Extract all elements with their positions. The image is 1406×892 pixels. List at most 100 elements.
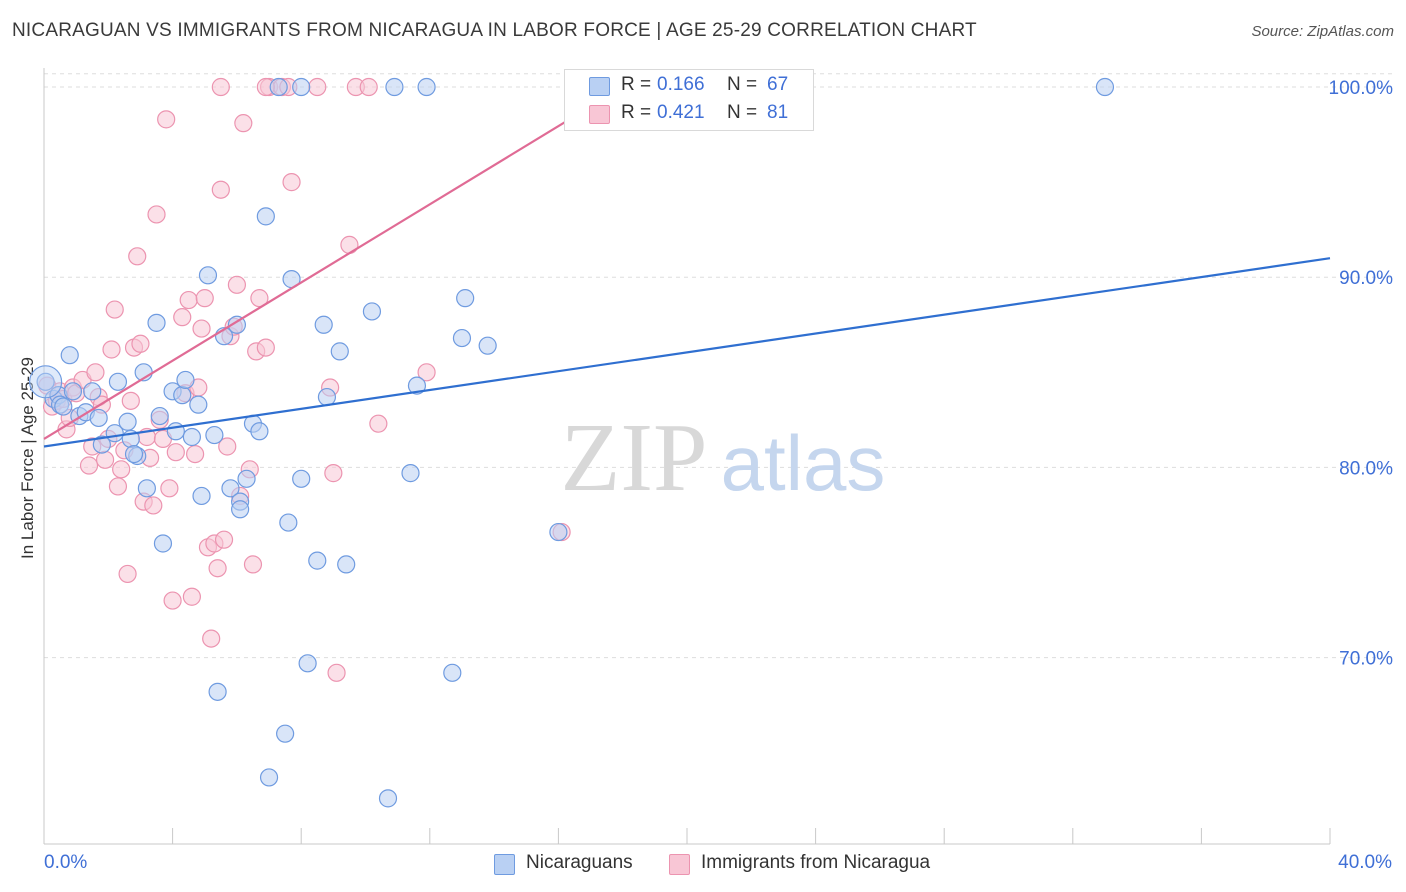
point-nicaraguans bbox=[269, 77, 288, 97]
point-immigrants bbox=[202, 629, 221, 648]
legend-swatch-blue bbox=[494, 854, 515, 875]
point-immigrants bbox=[214, 530, 234, 549]
point-immigrants bbox=[144, 496, 163, 515]
point-immigrants bbox=[128, 247, 147, 266]
point-immigrants bbox=[95, 450, 115, 469]
point-immigrants bbox=[256, 338, 275, 357]
point-nicaraguans bbox=[89, 408, 108, 428]
point-immigrants bbox=[108, 477, 128, 496]
point-immigrants bbox=[211, 180, 230, 199]
legend-r-label: R = bbox=[621, 74, 652, 95]
point-nicaraguans bbox=[227, 315, 246, 334]
point-nicaraguans bbox=[182, 427, 201, 447]
point-immigrants bbox=[324, 464, 343, 483]
legend-n-label: N = bbox=[727, 74, 758, 95]
point-nicaraguans bbox=[221, 479, 240, 498]
point-nicaraguans bbox=[330, 342, 349, 361]
legend-n-label: N = bbox=[727, 102, 758, 123]
legend-r-value: 0.421 bbox=[657, 102, 705, 123]
point-nicaraguans bbox=[147, 313, 166, 332]
point-nicaraguans bbox=[401, 464, 420, 483]
point-nicaraguans bbox=[317, 387, 337, 407]
point-nicaraguans bbox=[118, 412, 137, 431]
point-nicaraguans bbox=[385, 77, 404, 97]
point-nicaraguans bbox=[250, 422, 269, 441]
point-nicaraguans bbox=[173, 386, 192, 405]
legend-swatch-pink bbox=[589, 105, 610, 124]
y-tick-label: 90.0% bbox=[1339, 268, 1393, 289]
point-nicaraguans bbox=[153, 534, 173, 553]
point-nicaraguans bbox=[456, 289, 475, 308]
point-nicaraguans bbox=[452, 328, 472, 348]
point-immigrants bbox=[121, 391, 140, 410]
x-tick-label-max: 40.0% bbox=[1338, 852, 1392, 873]
trend-line-immigrants bbox=[43, 86, 624, 440]
axis-layer bbox=[43, 68, 1331, 845]
watermark: ZIP atlas bbox=[561, 404, 886, 512]
point-immigrants bbox=[102, 340, 121, 359]
point-immigrants bbox=[186, 444, 205, 464]
chart-title: NICARAGUAN VS IMMIGRANTS FROM NICARAGUA … bbox=[12, 20, 977, 41]
legend-swatch-pink bbox=[669, 854, 690, 875]
series-legend: Nicaraguans Immigrants from Nicaragua bbox=[0, 851, 1406, 879]
legend-swatch-blue bbox=[589, 77, 610, 96]
point-nicaraguans bbox=[362, 302, 382, 321]
point-immigrants bbox=[173, 308, 192, 327]
point-immigrants bbox=[195, 289, 214, 308]
source-label: Source: ZipAtlas.com bbox=[1251, 23, 1394, 40]
point-nicaraguans bbox=[443, 663, 462, 682]
point-nicaraguans bbox=[407, 376, 427, 395]
point-nicaraguans bbox=[205, 425, 224, 445]
watermark-zip: ZIP bbox=[561, 404, 708, 512]
point-immigrants bbox=[282, 173, 301, 192]
point-nicaraguans bbox=[192, 486, 211, 506]
stats-legend-row-immigrants: R = 0.421 N = 81 bbox=[565, 100, 813, 128]
point-immigrants bbox=[227, 275, 246, 294]
point-nicaraguans bbox=[417, 77, 436, 97]
point-nicaraguans bbox=[549, 522, 568, 542]
point-nicaraguans bbox=[298, 654, 317, 673]
point-nicaraguans bbox=[276, 724, 295, 743]
point-immigrants bbox=[234, 114, 253, 133]
point-nicaraguans bbox=[92, 435, 111, 454]
point-nicaraguans bbox=[60, 346, 79, 365]
point-immigrants bbox=[105, 300, 124, 319]
trend-layer bbox=[43, 86, 1331, 448]
point-nicaraguans bbox=[176, 370, 195, 390]
watermark-atlas: atlas bbox=[721, 419, 886, 507]
point-nicaraguans bbox=[279, 513, 298, 532]
point-nicaraguans bbox=[259, 768, 279, 787]
point-nicaraguans bbox=[63, 382, 83, 401]
points-layer bbox=[29, 77, 1115, 808]
point-nicaraguans bbox=[198, 266, 218, 285]
legend-label-immigrants: Immigrants from Nicaragua bbox=[701, 852, 931, 873]
point-immigrants bbox=[166, 443, 185, 462]
point-nicaraguans bbox=[292, 469, 311, 488]
point-immigrants bbox=[147, 205, 166, 224]
point-nicaraguans bbox=[54, 397, 73, 416]
point-nicaraguans bbox=[292, 77, 311, 97]
point-immigrants bbox=[369, 414, 388, 433]
point-immigrants bbox=[192, 319, 211, 338]
point-immigrants bbox=[243, 555, 263, 574]
legend-label-nicaraguans: Nicaraguans bbox=[526, 852, 633, 873]
point-immigrants bbox=[112, 460, 131, 479]
point-immigrants bbox=[118, 564, 137, 584]
point-nicaraguans bbox=[231, 500, 250, 519]
point-immigrants bbox=[157, 110, 176, 129]
point-nicaraguans bbox=[314, 315, 333, 334]
point-nicaraguans bbox=[150, 406, 169, 426]
point-nicaraguans bbox=[237, 469, 256, 488]
legend-r-value: 0.166 bbox=[657, 74, 705, 95]
point-immigrants bbox=[182, 587, 201, 606]
point-immigrants bbox=[86, 363, 105, 382]
point-immigrants bbox=[163, 591, 182, 610]
point-immigrants bbox=[218, 437, 237, 456]
point-nicaraguans bbox=[1095, 77, 1115, 97]
point-nicaraguans bbox=[337, 555, 356, 574]
stats-legend-row-nicaraguans: R = 0.166 N = 67 bbox=[565, 72, 813, 100]
point-nicaraguans bbox=[137, 479, 156, 498]
point-immigrants bbox=[417, 363, 436, 382]
point-immigrants bbox=[179, 290, 198, 310]
